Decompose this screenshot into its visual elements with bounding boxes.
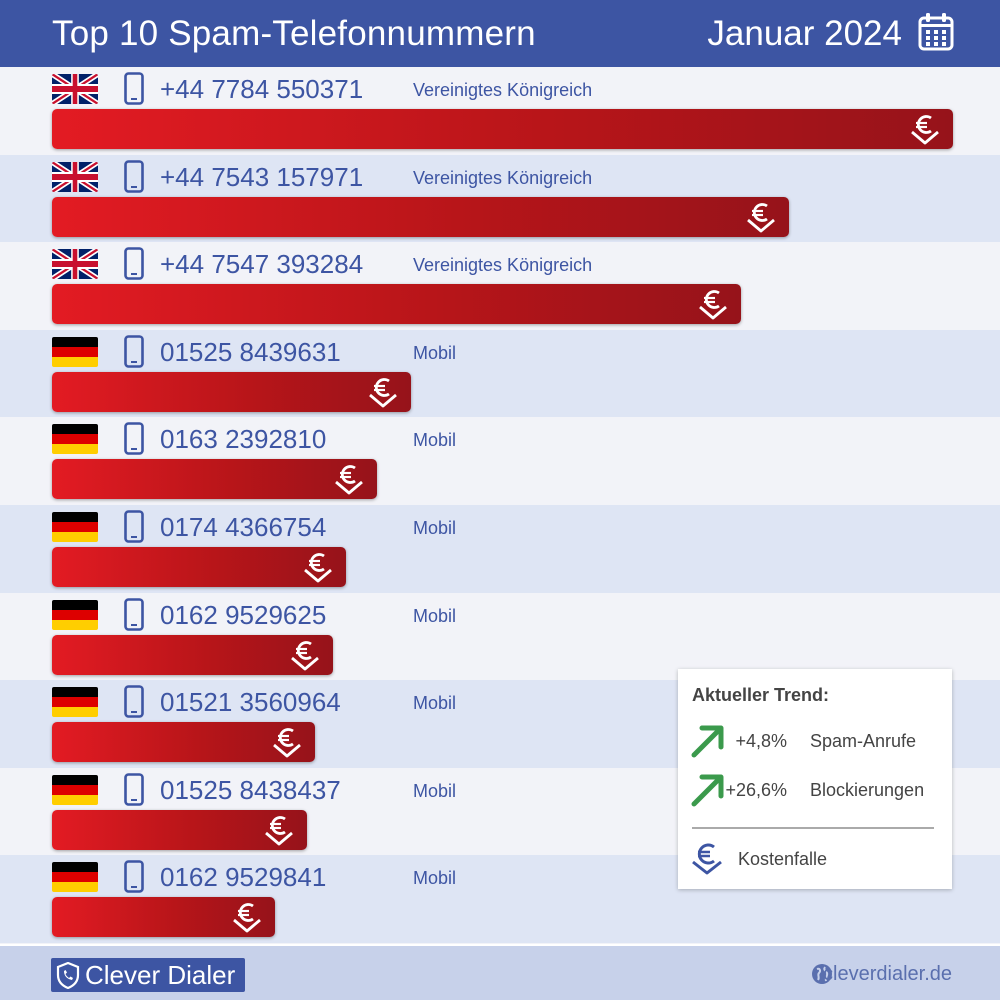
globe-icon (812, 964, 832, 984)
chart-row: 01525 8439631 Mobil (0, 329, 1000, 418)
germany-flag-icon (52, 511, 98, 542)
mobile-phone-icon (124, 334, 144, 368)
bar (52, 284, 741, 325)
euro-trap-icon (263, 814, 295, 846)
euro-trap-icon (697, 288, 729, 320)
trend-row-blocks: +26,6% Blockierungen (690, 770, 945, 810)
bar (52, 371, 411, 412)
trend-value-spam: +4,8% (735, 731, 787, 751)
legend-divider (692, 827, 934, 829)
euro-trap-icon (289, 639, 321, 671)
trend-row-spam: +4,8% Spam-Anrufe (690, 721, 945, 761)
euro-trap-icon (745, 201, 777, 233)
euro-trap-icon (271, 726, 303, 758)
mobile-phone-icon (124, 510, 144, 543)
germany-flag-icon (52, 424, 98, 455)
brand-logo[interactable]: Clever Dialer (51, 958, 245, 992)
number-type-label: Mobil (413, 517, 457, 538)
bar (52, 546, 346, 587)
page-title: Top 10 Spam-Telefonnummern (52, 14, 536, 53)
trend-up-arrow-icon (691, 725, 724, 758)
uk-flag-icon (52, 249, 98, 280)
mobile-phone-icon (124, 247, 144, 280)
germany-flag-icon (52, 599, 98, 630)
number-type-label: Mobil (413, 693, 457, 714)
chart-row: +44 7784 550371 Vereinigtes Königreich (0, 67, 1000, 155)
euro-trap-icon (333, 463, 365, 495)
trend-value-blocks: +26,6% (725, 780, 787, 800)
germany-flag-icon (52, 687, 98, 718)
chart-row: +44 7547 393284 Vereinigtes Königreich (0, 242, 1000, 330)
number-type-label: Mobil (413, 868, 457, 889)
website-link[interactable]: cleverdialer.de (823, 963, 952, 985)
phone-number-label: 0162 9529841 (160, 862, 327, 893)
number-type-label: Mobil (413, 605, 457, 626)
mobile-phone-icon (124, 72, 144, 105)
mobile-phone-icon (124, 860, 144, 894)
phone-number-label: 0174 4366754 (160, 511, 327, 542)
calendar-icon (918, 13, 954, 51)
bar (52, 897, 275, 938)
mobile-phone-icon (124, 772, 144, 806)
mobile-phone-icon (124, 159, 144, 193)
phone-number-label: +44 7547 393284 (160, 249, 364, 280)
brand-name: Clever Dialer (85, 960, 236, 990)
number-type-label: Mobil (413, 780, 457, 801)
shield-phone-icon (56, 962, 80, 989)
germany-flag-icon (52, 336, 98, 367)
phone-number-label: 01525 8439631 (160, 336, 341, 367)
bar (52, 196, 789, 237)
chart-row: 0163 2392810 Mobil (0, 417, 1000, 505)
bar (52, 809, 307, 850)
euro-trap-icon (302, 551, 334, 583)
trend-up-arrow-icon (691, 774, 724, 807)
euro-trap-icon (367, 376, 399, 408)
germany-flag-icon (52, 862, 98, 893)
mobile-phone-icon (124, 597, 144, 631)
legend-title: Aktueller Trend: (692, 685, 830, 705)
euro-trap-icon (231, 901, 263, 933)
chart-row: +44 7543 157971 Vereinigtes Königreich (0, 154, 1000, 243)
number-type-label: Vereinigtes Königreich (413, 255, 593, 276)
bar (52, 722, 315, 763)
kostenfalle-euro-icon (692, 843, 722, 875)
period-label: Januar 2024 (707, 14, 902, 53)
chart-rows: +44 7784 550371 Vereinigtes Königreich +44… (0, 67, 1000, 943)
germany-flag-icon (52, 774, 98, 805)
chart-row: 0162 9529625 Mobil (0, 592, 1000, 681)
uk-flag-icon (52, 161, 98, 192)
footer: Clever Dialer cleverdialer.de (0, 944, 1000, 1000)
number-type-label: Vereinigtes Königreich (413, 167, 593, 188)
bar (52, 109, 953, 149)
phone-number-label: +44 7543 157971 (160, 161, 364, 192)
bar (52, 634, 333, 675)
number-type-label: Mobil (413, 342, 457, 363)
phone-number-label: 01525 8438437 (160, 774, 341, 805)
phone-number-label: 01521 3560964 (160, 687, 341, 718)
number-type-label: Vereinigtes Königreich (413, 80, 593, 100)
bar (52, 459, 377, 500)
chart-row: 0174 4366754 Mobil (0, 504, 1000, 593)
euro-trap-icon (909, 113, 941, 145)
number-type-label: Mobil (413, 430, 457, 451)
phone-number-label: +44 7784 550371 (160, 74, 364, 104)
trend-label-blocks: Blockierungen (810, 780, 925, 800)
phone-number-label: 0162 9529625 (160, 599, 327, 630)
mobile-phone-icon (124, 685, 144, 718)
kostenfalle-label: Kostenfalle (738, 849, 828, 869)
mobile-phone-icon (124, 422, 144, 456)
phone-number-label: 0163 2392810 (160, 424, 327, 455)
legend-box: Aktueller Trend: +4,8% Spam-Anrufe +26,6… (678, 669, 952, 889)
trend-label-spam: Spam-Anrufe (810, 731, 917, 751)
header: Top 10 Spam-Telefonnummern Januar 2024 (0, 0, 1000, 67)
uk-flag-icon (52, 74, 98, 104)
